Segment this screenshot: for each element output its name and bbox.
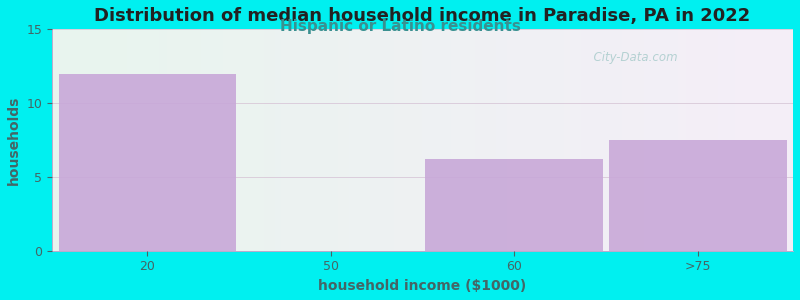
Bar [426,159,603,251]
Text: Hispanic or Latino residents: Hispanic or Latino residents [279,20,521,34]
Bar [58,74,237,251]
X-axis label: household income ($1000): household income ($1000) [318,279,526,293]
Title: Distribution of median household income in Paradise, PA in 2022: Distribution of median household income … [94,7,750,25]
Y-axis label: households: households [7,95,21,185]
Text: City-Data.com: City-Data.com [586,51,678,64]
Bar [609,140,786,251]
